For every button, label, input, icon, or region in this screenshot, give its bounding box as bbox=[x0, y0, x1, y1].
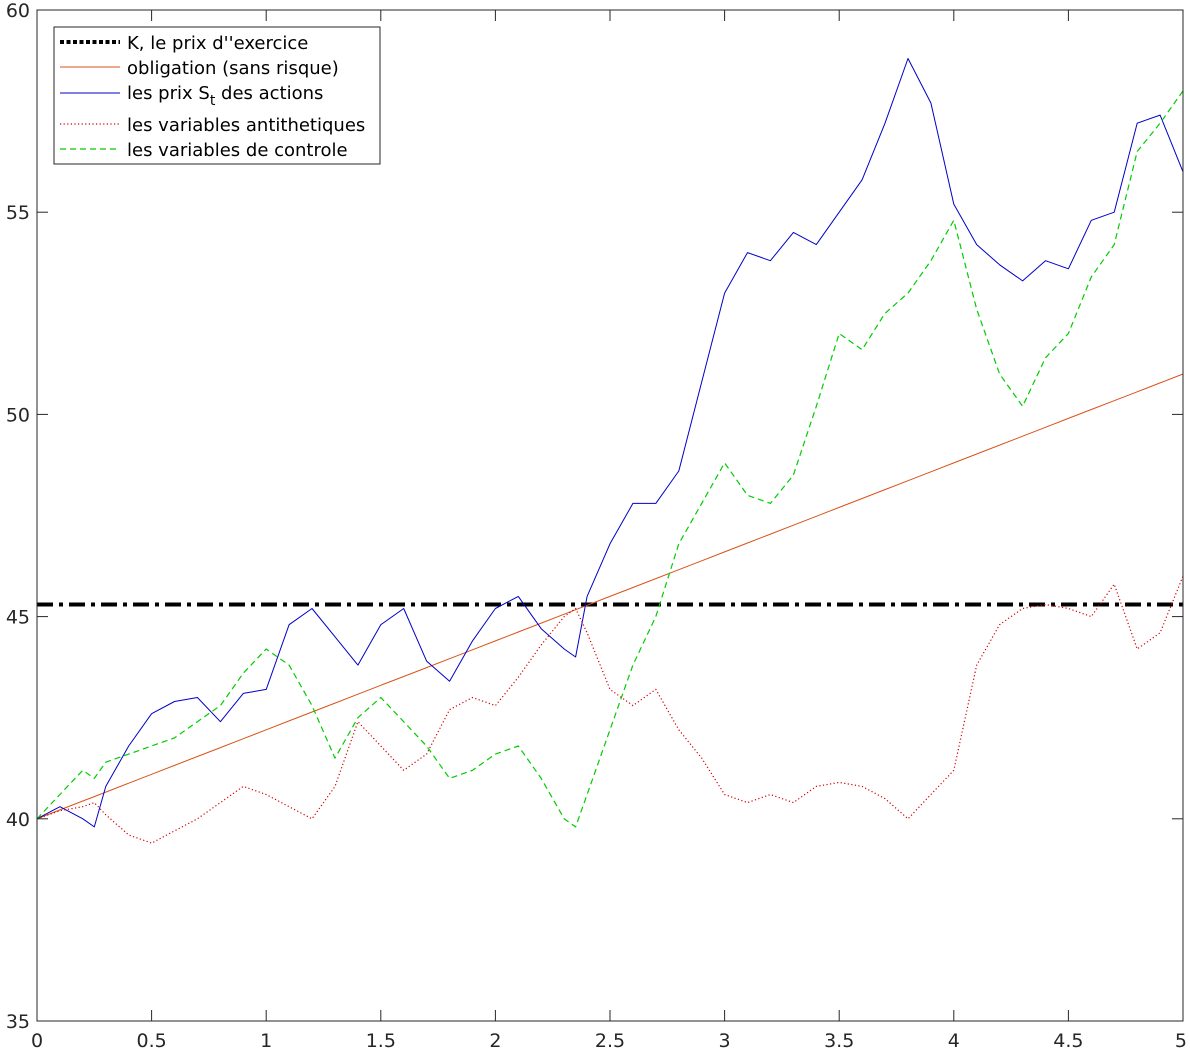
legend-label-strike: K, le prix d''exercice bbox=[127, 33, 308, 54]
series-layer bbox=[36, 58, 1184, 844]
x-tick-label: 1 bbox=[260, 1030, 272, 1052]
legend-label-antithetic: les variables antithetiques bbox=[127, 115, 365, 136]
y-tick-label: 40 bbox=[6, 809, 30, 831]
x-tick-label: 0.5 bbox=[136, 1030, 166, 1052]
plot-area bbox=[37, 10, 1183, 1021]
legend-box bbox=[53, 26, 381, 165]
y-tick-label: 45 bbox=[6, 607, 30, 629]
legend-label-stock-main: les prix S bbox=[127, 83, 210, 104]
x-tick-label: 3.5 bbox=[824, 1030, 854, 1052]
series-bond-line bbox=[36, 373, 1184, 820]
x-tick-label: 4.5 bbox=[1053, 1030, 1083, 1052]
legend-label-stock-sub: t bbox=[210, 93, 216, 109]
axes-layer: 0 0.5 1 1.5 2 2.5 3 3.5 4 4.5 5 35 40 45 50 55 60 bbox=[6, 0, 1187, 1052]
legend-label-stock: les prix St des actions bbox=[127, 83, 323, 109]
x-tick-label: 2.5 bbox=[595, 1030, 625, 1052]
legend: K, le prix d''exercice obligation (sans … bbox=[53, 26, 381, 165]
x-tick-label: 2 bbox=[489, 1030, 501, 1052]
legend-label-control: les variables de controle bbox=[127, 140, 348, 161]
legend-label-stock-suffix: des actions bbox=[215, 83, 323, 104]
series-stock-line bbox=[36, 58, 1184, 828]
y-tick-label: 60 bbox=[6, 0, 30, 22]
x-tick-label: 3 bbox=[719, 1030, 731, 1052]
x-tick-label: 4 bbox=[948, 1030, 960, 1052]
y-tick-label: 55 bbox=[6, 202, 30, 224]
series-antithetic-line bbox=[36, 575, 1184, 844]
x-tick-label: 5 bbox=[1175, 1030, 1187, 1052]
y-tick-label: 35 bbox=[6, 1011, 30, 1033]
legend-label-bond: obligation (sans risque) bbox=[127, 58, 339, 79]
x-tick-label: 1.5 bbox=[366, 1030, 396, 1052]
x-tick-label: 0 bbox=[31, 1030, 43, 1052]
y-tick-label: 50 bbox=[6, 404, 30, 426]
series-control-line bbox=[36, 90, 1184, 828]
